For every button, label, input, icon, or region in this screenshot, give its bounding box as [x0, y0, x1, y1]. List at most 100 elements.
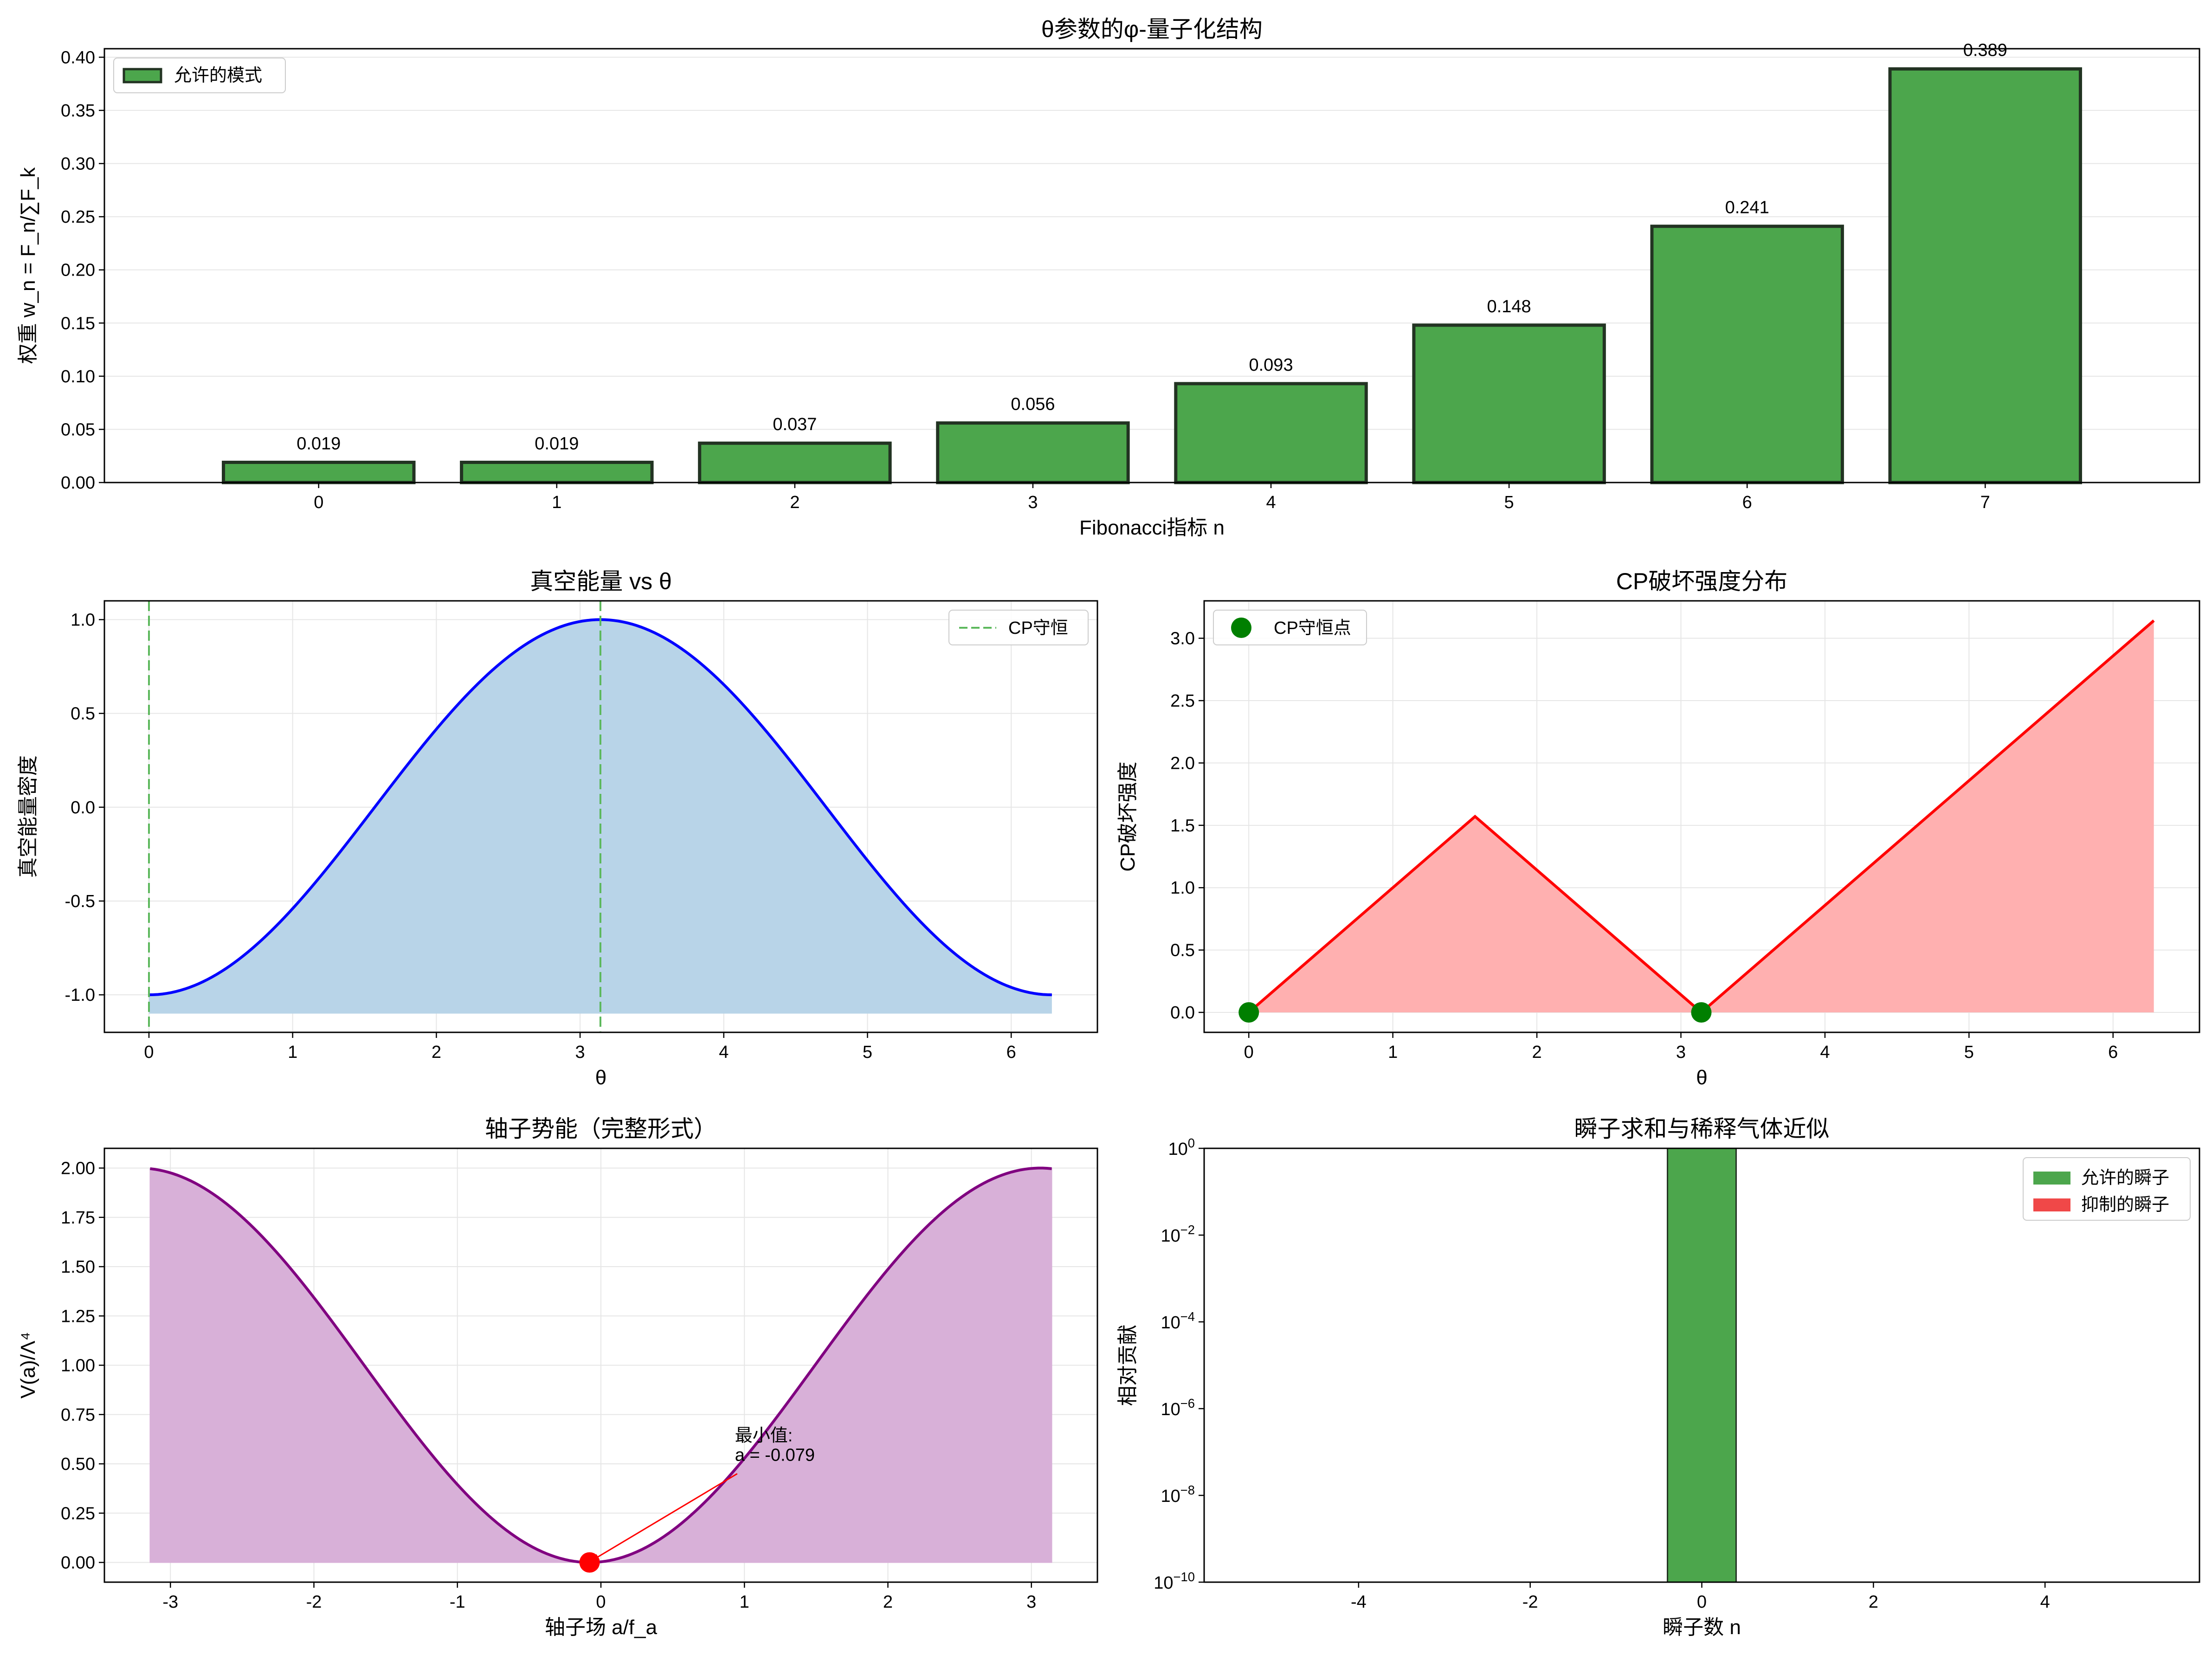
- x-tick-label: -2: [1522, 1592, 1538, 1612]
- bar-value-label: 0.389: [1963, 41, 2007, 60]
- y-tick-label: 0.05: [61, 420, 95, 439]
- x-tick-label: 0: [144, 1043, 154, 1062]
- bar-value-label: 0.241: [1725, 198, 1769, 218]
- x-axis-label: Fibonacci指标 n: [1079, 516, 1225, 539]
- x-tick-label: 2: [1532, 1043, 1541, 1062]
- axes-frame: [103, 600, 1098, 1033]
- annotation-text: a = -0.079: [735, 1445, 815, 1465]
- tick-base: 10: [1161, 1400, 1180, 1419]
- x-tick-label: 5: [863, 1043, 872, 1062]
- cp-conservation-point: [1238, 1002, 1259, 1023]
- bar: [1650, 225, 1844, 484]
- legend-label: CP守恒点: [1274, 618, 1351, 638]
- y-tick-label: 10−4: [1161, 1309, 1195, 1333]
- tick-exponent: 0: [1188, 1136, 1195, 1150]
- axes-frame: [1203, 600, 2200, 1033]
- x-tick-label: 4: [1266, 493, 1276, 512]
- bar-value-label: 0.056: [1011, 395, 1055, 414]
- y-tick-label: 2.00: [61, 1159, 95, 1178]
- chart-title: 真空能量 vs θ: [530, 568, 672, 594]
- y-tick-label: 10−8: [1161, 1483, 1195, 1506]
- x-tick-label: 1: [288, 1043, 297, 1062]
- y-tick-label: 0.00: [61, 473, 95, 493]
- bar: [460, 460, 654, 484]
- x-tick-label: 3: [1026, 1592, 1036, 1612]
- y-tick-label: 1.5: [1170, 816, 1195, 836]
- y-tick-label: 2.0: [1170, 753, 1195, 773]
- x-axis-label: θ: [595, 1066, 606, 1089]
- chart-title: θ参数的φ-量子化结构: [1041, 16, 1263, 42]
- chart-title: 瞬子求和与稀释气体近似: [1574, 1116, 1830, 1142]
- y-tick-label: 100: [1168, 1136, 1195, 1159]
- y-tick-label: 0.20: [61, 261, 95, 280]
- y-tick-label: 0.50: [61, 1455, 95, 1474]
- y-axis-label: V(a)/Λ⁴: [17, 1332, 39, 1399]
- x-tick-label: 1: [552, 493, 561, 512]
- bar: [1174, 382, 1368, 484]
- x-tick-label: 2: [883, 1592, 893, 1612]
- legend-label: 允许的模式: [174, 66, 262, 85]
- y-tick-label: 1.75: [61, 1208, 95, 1228]
- legend-frame: [948, 610, 1089, 645]
- bar-value-label: 0.148: [1487, 297, 1531, 316]
- y-tick-label: 0.30: [61, 155, 95, 174]
- x-tick-label: 1: [740, 1592, 749, 1612]
- y-tick-label: 0.10: [61, 367, 95, 386]
- y-tick-label: 10−6: [1161, 1396, 1195, 1419]
- y-tick-label: 2.5: [1170, 691, 1195, 711]
- bar: [698, 441, 892, 484]
- tick-base: 10: [1161, 1487, 1180, 1506]
- bar-value-label: 0.019: [535, 434, 579, 453]
- x-tick-label: 2: [432, 1043, 441, 1062]
- x-tick-label: 2: [790, 493, 800, 512]
- y-tick-label: 0.25: [61, 1504, 95, 1523]
- y-tick-label: -0.5: [65, 892, 95, 911]
- x-tick-label: 4: [1820, 1043, 1830, 1062]
- y-axis-label: 真空能量密度: [17, 755, 39, 878]
- x-tick-label: 4: [2040, 1592, 2050, 1612]
- chart-title: CP破坏强度分布: [1616, 568, 1787, 594]
- legend-frame: [1213, 610, 1367, 645]
- x-tick-label: 5: [1964, 1043, 1974, 1062]
- tick-exponent: −10: [1174, 1570, 1195, 1584]
- y-tick-label: 0.5: [1170, 941, 1195, 960]
- x-tick-label: -1: [450, 1592, 465, 1612]
- x-tick-label: 0: [1697, 1592, 1707, 1612]
- x-tick-label: 3: [1676, 1043, 1686, 1062]
- x-tick-label: 6: [1742, 493, 1752, 512]
- x-tick-label: -4: [1351, 1592, 1367, 1612]
- y-tick-label: 0.35: [61, 101, 95, 121]
- x-tick-label: 6: [1006, 1043, 1016, 1062]
- y-tick-label: 1.0: [71, 610, 95, 630]
- potential-curve: [150, 1166, 1052, 1564]
- legend-frame: [113, 58, 286, 93]
- x-tick-label: 6: [2108, 1043, 2118, 1062]
- legend-label: 抑制的瞬子: [2081, 1195, 2169, 1215]
- x-tick-label: 2: [1869, 1592, 1878, 1612]
- y-tick-label: 1.50: [61, 1257, 95, 1277]
- tick-exponent: −8: [1180, 1483, 1195, 1497]
- y-tick-label: 0.00: [61, 1553, 95, 1573]
- x-axis-label: 轴子场 a/f_a: [545, 1616, 658, 1639]
- y-tick-label: 0.40: [61, 48, 95, 67]
- annotation-text: 最小值:: [735, 1426, 793, 1445]
- chart-title: 轴子势能（完整形式）: [485, 1116, 717, 1142]
- tick-exponent: −4: [1180, 1309, 1195, 1324]
- instanton-bar: [1667, 1147, 1737, 1583]
- legend-swatch: [2033, 1172, 2070, 1185]
- x-tick-label: 0: [314, 493, 323, 512]
- x-tick-label: 4: [719, 1043, 729, 1062]
- bar: [1412, 323, 1606, 484]
- bar-value-label: 0.037: [773, 415, 817, 434]
- x-tick-label: -2: [306, 1592, 322, 1612]
- y-tick-label: 10−2: [1161, 1223, 1195, 1246]
- x-tick-label: 1: [1388, 1043, 1398, 1062]
- bar-value-label: 0.019: [297, 434, 341, 453]
- vacuum-energy-panel: 0 1 2 3 4 5 6 -1.0 -0.5 0.0 0.5 1.0 真空能量 vs θ θ 真空能量密度…: [17, 568, 1098, 1089]
- x-axis-label: 瞬子数 n: [1663, 1616, 1741, 1639]
- x-tick-label: 5: [1504, 493, 1514, 512]
- y-tick-label: 0.5: [71, 704, 95, 724]
- annotation-arrow: [592, 1473, 738, 1560]
- cp-strength-line: [1248, 619, 2155, 1014]
- y-axis-label: CP破坏强度: [1116, 761, 1139, 871]
